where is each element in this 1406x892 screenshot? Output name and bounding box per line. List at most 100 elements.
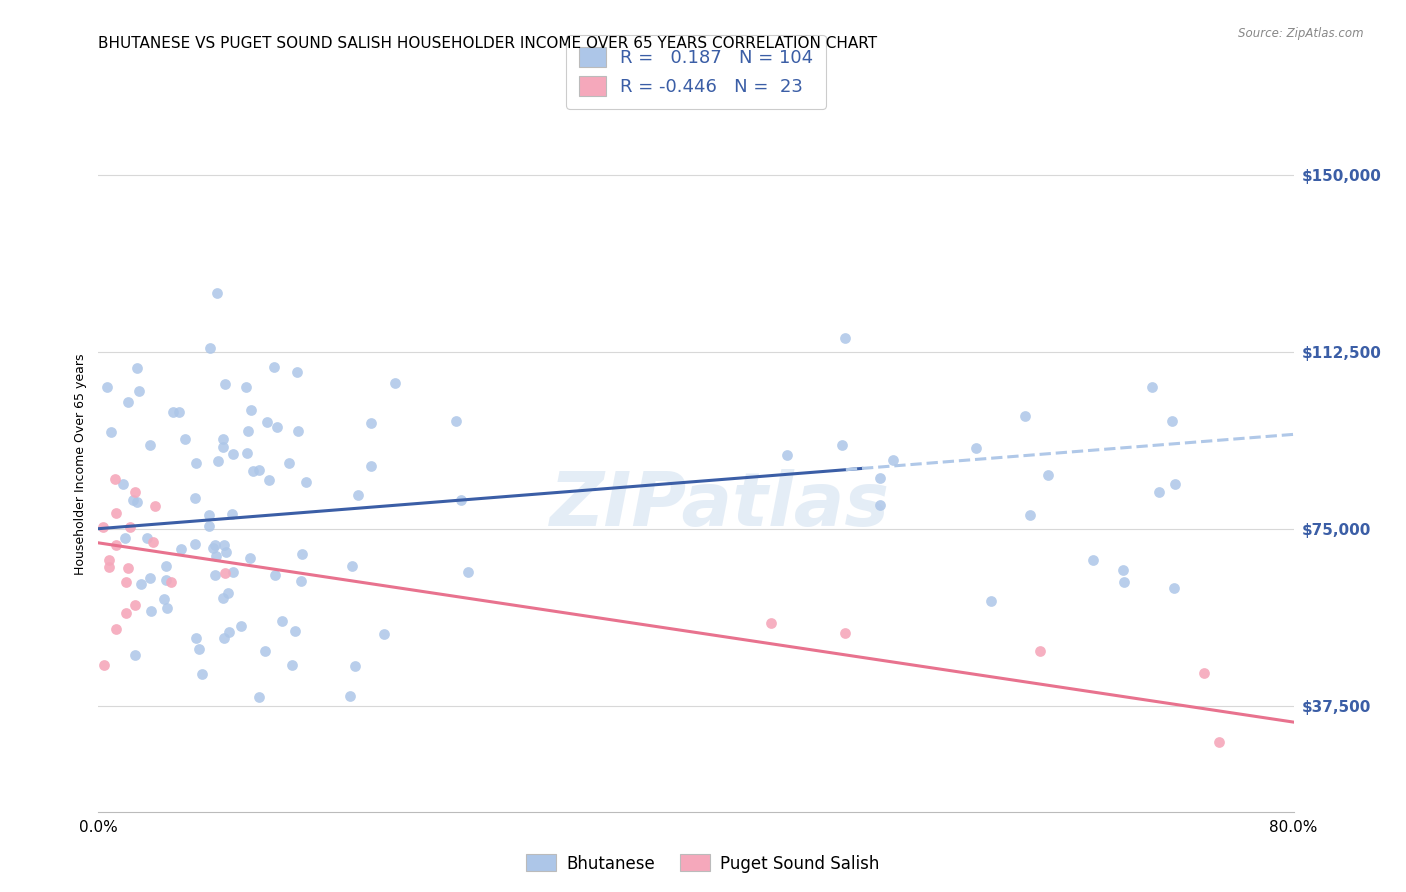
Point <box>143 499 166 513</box>
Point <box>238 425 260 439</box>
Point <box>1160 414 1182 428</box>
Point <box>105 507 128 521</box>
Point <box>831 438 853 452</box>
Point <box>153 592 176 607</box>
Point <box>340 558 363 573</box>
Point <box>125 495 148 509</box>
Point <box>263 359 285 374</box>
Point <box>759 616 782 631</box>
Point <box>222 565 245 579</box>
Point <box>869 498 891 512</box>
Point <box>218 624 240 639</box>
Point <box>100 425 122 439</box>
Point <box>214 377 236 392</box>
Point <box>162 405 184 419</box>
Legend: R =   0.187   N = 104, R = -0.446   N =  23: R = 0.187 N = 104, R = -0.446 N = 23 <box>567 35 825 109</box>
Point <box>141 604 163 618</box>
Text: BHUTANESE VS PUGET SOUND SALISH HOUSEHOLDER INCOME OVER 65 YEARS CORRELATION CHA: BHUTANESE VS PUGET SOUND SALISH HOUSEHOL… <box>98 36 877 51</box>
Point <box>1038 468 1060 483</box>
Point <box>174 432 197 446</box>
Point <box>160 575 183 590</box>
Point <box>122 492 145 507</box>
Point <box>112 476 135 491</box>
Point <box>212 591 235 605</box>
Point <box>91 520 114 534</box>
Point <box>285 365 308 379</box>
Point <box>266 419 288 434</box>
Point <box>212 440 235 454</box>
Point <box>236 446 259 460</box>
Point <box>117 395 139 409</box>
Point <box>170 542 193 557</box>
Point <box>129 577 152 591</box>
Point <box>247 690 270 704</box>
Point <box>1208 735 1230 749</box>
Point <box>98 559 121 574</box>
Point <box>264 568 287 582</box>
Point <box>965 441 987 455</box>
Point <box>256 415 278 429</box>
Point <box>253 644 276 658</box>
Point <box>980 594 1002 608</box>
Point <box>212 631 235 645</box>
Point <box>271 614 294 628</box>
Point <box>198 508 221 522</box>
Point <box>1164 477 1187 491</box>
Point <box>104 472 127 486</box>
Point <box>98 553 121 567</box>
Point <box>214 545 236 559</box>
Point <box>155 559 177 574</box>
Point <box>247 463 270 477</box>
Point <box>231 619 253 633</box>
Point <box>1140 380 1163 394</box>
Point <box>205 549 228 563</box>
Point <box>360 459 382 474</box>
Point <box>204 538 226 552</box>
Point <box>207 285 229 300</box>
Point <box>115 606 138 620</box>
Point <box>124 598 146 612</box>
Point <box>450 492 472 507</box>
Point <box>239 551 262 566</box>
Point <box>1081 552 1104 566</box>
Point <box>169 405 191 419</box>
Point <box>222 447 245 461</box>
Point <box>1014 409 1036 423</box>
Point <box>96 379 118 393</box>
Point <box>114 531 136 545</box>
Point <box>117 560 139 574</box>
Point <box>235 380 257 394</box>
Point <box>217 586 239 600</box>
Point <box>184 631 207 645</box>
Point <box>184 456 207 470</box>
Point <box>339 689 361 703</box>
Legend: Bhutanese, Puget Sound Salish: Bhutanese, Puget Sound Salish <box>520 847 886 880</box>
Point <box>1028 644 1050 658</box>
Point <box>128 384 150 399</box>
Point <box>444 414 467 428</box>
Point <box>212 538 235 552</box>
Point <box>115 575 138 590</box>
Point <box>373 627 395 641</box>
Point <box>184 536 207 550</box>
Point <box>139 571 162 585</box>
Point <box>155 573 177 587</box>
Point <box>240 403 263 417</box>
Point <box>291 547 314 561</box>
Point <box>214 566 236 581</box>
Point <box>360 417 382 431</box>
Point <box>1112 563 1135 577</box>
Y-axis label: Householder Income Over 65 years: Householder Income Over 65 years <box>75 353 87 574</box>
Point <box>278 456 301 470</box>
Point <box>457 566 479 580</box>
Point <box>120 520 142 534</box>
Point <box>1192 665 1215 680</box>
Point <box>284 624 307 639</box>
Point <box>344 659 367 673</box>
Point <box>139 438 162 452</box>
Point <box>104 622 127 636</box>
Point <box>124 485 146 500</box>
Point <box>1163 581 1185 595</box>
Point <box>197 519 219 533</box>
Point <box>105 538 128 552</box>
